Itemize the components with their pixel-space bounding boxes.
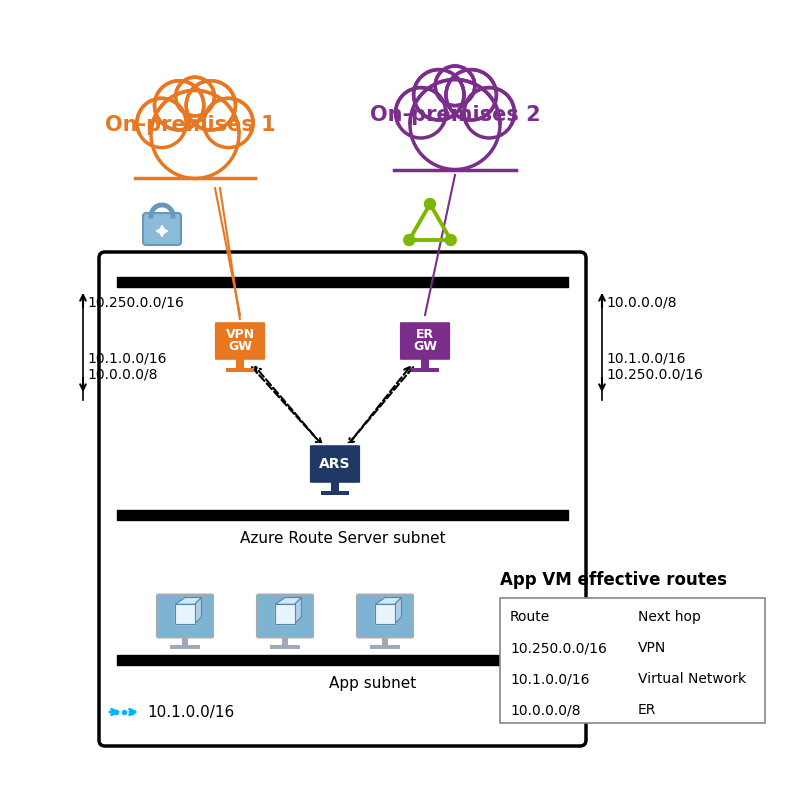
Text: 10.250.0.0/16: 10.250.0.0/16 xyxy=(606,367,703,381)
Bar xyxy=(270,645,300,649)
Circle shape xyxy=(404,234,415,246)
Text: App VM effective routes: App VM effective routes xyxy=(500,571,727,589)
Bar xyxy=(321,491,349,495)
Bar xyxy=(175,604,195,624)
Polygon shape xyxy=(375,604,394,624)
Bar xyxy=(226,368,254,372)
Circle shape xyxy=(414,70,464,120)
Circle shape xyxy=(410,79,500,170)
Text: 10.1.0.0/16: 10.1.0.0/16 xyxy=(87,351,167,365)
Circle shape xyxy=(447,70,495,119)
Circle shape xyxy=(395,87,446,138)
Circle shape xyxy=(397,89,445,137)
FancyBboxPatch shape xyxy=(214,321,266,361)
Text: 10.250.0.0/16: 10.250.0.0/16 xyxy=(87,295,184,309)
Text: 10.1.0.0/16: 10.1.0.0/16 xyxy=(147,705,234,719)
Polygon shape xyxy=(375,598,402,604)
Circle shape xyxy=(138,99,185,146)
Bar xyxy=(331,482,339,491)
Circle shape xyxy=(412,82,498,168)
Circle shape xyxy=(137,98,186,147)
Text: 10.1.0.0/16: 10.1.0.0/16 xyxy=(510,672,589,686)
Circle shape xyxy=(424,198,436,210)
Circle shape xyxy=(465,89,514,137)
Bar xyxy=(411,368,439,372)
Circle shape xyxy=(445,234,456,246)
Polygon shape xyxy=(275,604,295,624)
Polygon shape xyxy=(195,598,201,624)
Bar xyxy=(182,636,188,645)
Bar xyxy=(382,636,388,645)
FancyBboxPatch shape xyxy=(257,594,313,638)
Circle shape xyxy=(204,99,252,146)
FancyBboxPatch shape xyxy=(357,594,414,638)
Circle shape xyxy=(188,82,234,129)
Circle shape xyxy=(153,92,237,177)
Text: ARS: ARS xyxy=(320,457,351,471)
Text: GW: GW xyxy=(413,341,437,354)
Polygon shape xyxy=(175,604,195,624)
FancyBboxPatch shape xyxy=(99,252,586,746)
Text: 10.0.0.0/8: 10.0.0.0/8 xyxy=(510,703,580,718)
Polygon shape xyxy=(394,598,402,624)
Bar xyxy=(275,604,295,624)
Text: ER: ER xyxy=(416,329,434,342)
Text: VPN: VPN xyxy=(225,329,254,342)
Text: VPN: VPN xyxy=(638,641,667,655)
FancyBboxPatch shape xyxy=(398,321,451,361)
Circle shape xyxy=(436,66,475,106)
Bar xyxy=(369,645,400,649)
FancyBboxPatch shape xyxy=(143,213,181,245)
Text: Virtual Network: Virtual Network xyxy=(638,672,746,686)
Text: Azure Route Server subnet: Azure Route Server subnet xyxy=(240,531,445,546)
Text: Next hop: Next hop xyxy=(638,610,701,624)
FancyBboxPatch shape xyxy=(309,444,361,484)
Text: 10.0.0.0/8: 10.0.0.0/8 xyxy=(87,367,158,381)
Polygon shape xyxy=(275,604,295,624)
Bar xyxy=(375,604,394,624)
Circle shape xyxy=(415,70,463,119)
Circle shape xyxy=(155,82,203,129)
Text: 10.0.0.0/8: 10.0.0.0/8 xyxy=(606,295,676,309)
Bar xyxy=(236,359,244,368)
Text: Route: Route xyxy=(510,610,551,624)
Circle shape xyxy=(155,81,204,130)
Circle shape xyxy=(176,78,213,115)
Text: GW: GW xyxy=(228,341,252,354)
Circle shape xyxy=(436,66,474,105)
Text: 10.250.0.0/16: 10.250.0.0/16 xyxy=(510,641,607,655)
Text: ER: ER xyxy=(638,703,656,718)
Text: 10.1.0.0/16: 10.1.0.0/16 xyxy=(606,351,686,365)
Polygon shape xyxy=(275,598,301,604)
Bar xyxy=(282,636,288,645)
Text: On-premises 1: On-premises 1 xyxy=(105,115,275,135)
Circle shape xyxy=(464,87,514,138)
FancyBboxPatch shape xyxy=(392,125,518,170)
Bar xyxy=(170,645,200,649)
FancyBboxPatch shape xyxy=(157,594,213,638)
Polygon shape xyxy=(295,598,301,624)
Circle shape xyxy=(204,98,253,147)
Circle shape xyxy=(175,77,214,116)
Text: On-premises 2: On-premises 2 xyxy=(369,105,540,125)
Circle shape xyxy=(151,90,239,178)
Circle shape xyxy=(186,81,236,130)
Circle shape xyxy=(446,70,497,120)
Polygon shape xyxy=(175,598,201,604)
FancyBboxPatch shape xyxy=(500,598,765,723)
Polygon shape xyxy=(375,604,394,624)
Polygon shape xyxy=(175,604,195,624)
FancyBboxPatch shape xyxy=(134,134,257,178)
Bar xyxy=(421,359,429,368)
Text: App subnet: App subnet xyxy=(329,676,416,691)
